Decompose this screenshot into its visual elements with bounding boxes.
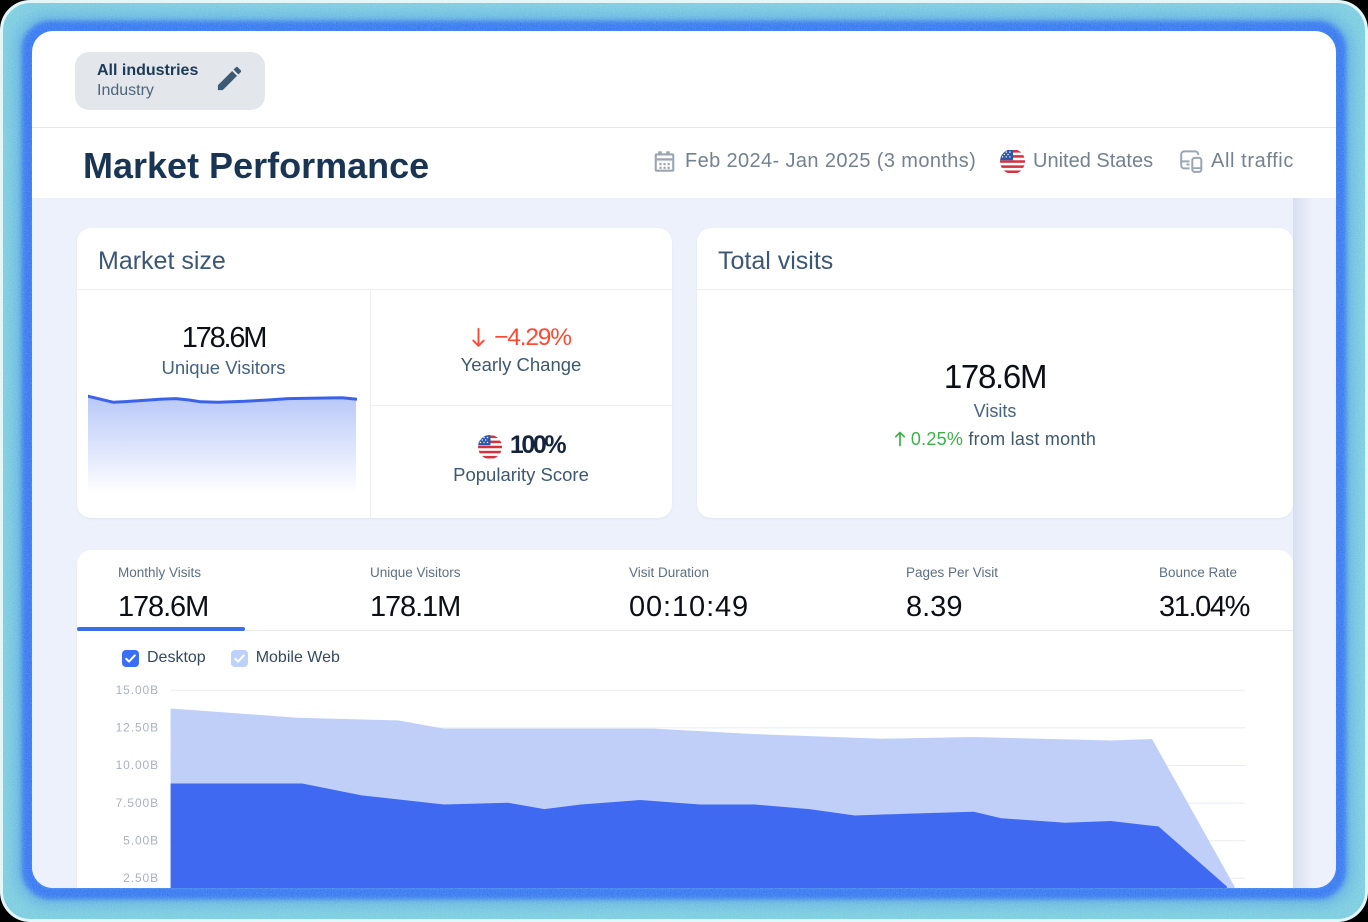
svg-text:12.50B: 12.50B	[116, 721, 159, 735]
svg-text:5.00B: 5.00B	[123, 833, 159, 847]
svg-text:10.00B: 10.00B	[116, 758, 159, 772]
svg-text:7.500B: 7.500B	[116, 796, 159, 810]
svg-text:2.50B: 2.50B	[123, 871, 159, 885]
svg-text:15.00B: 15.00B	[116, 683, 159, 697]
